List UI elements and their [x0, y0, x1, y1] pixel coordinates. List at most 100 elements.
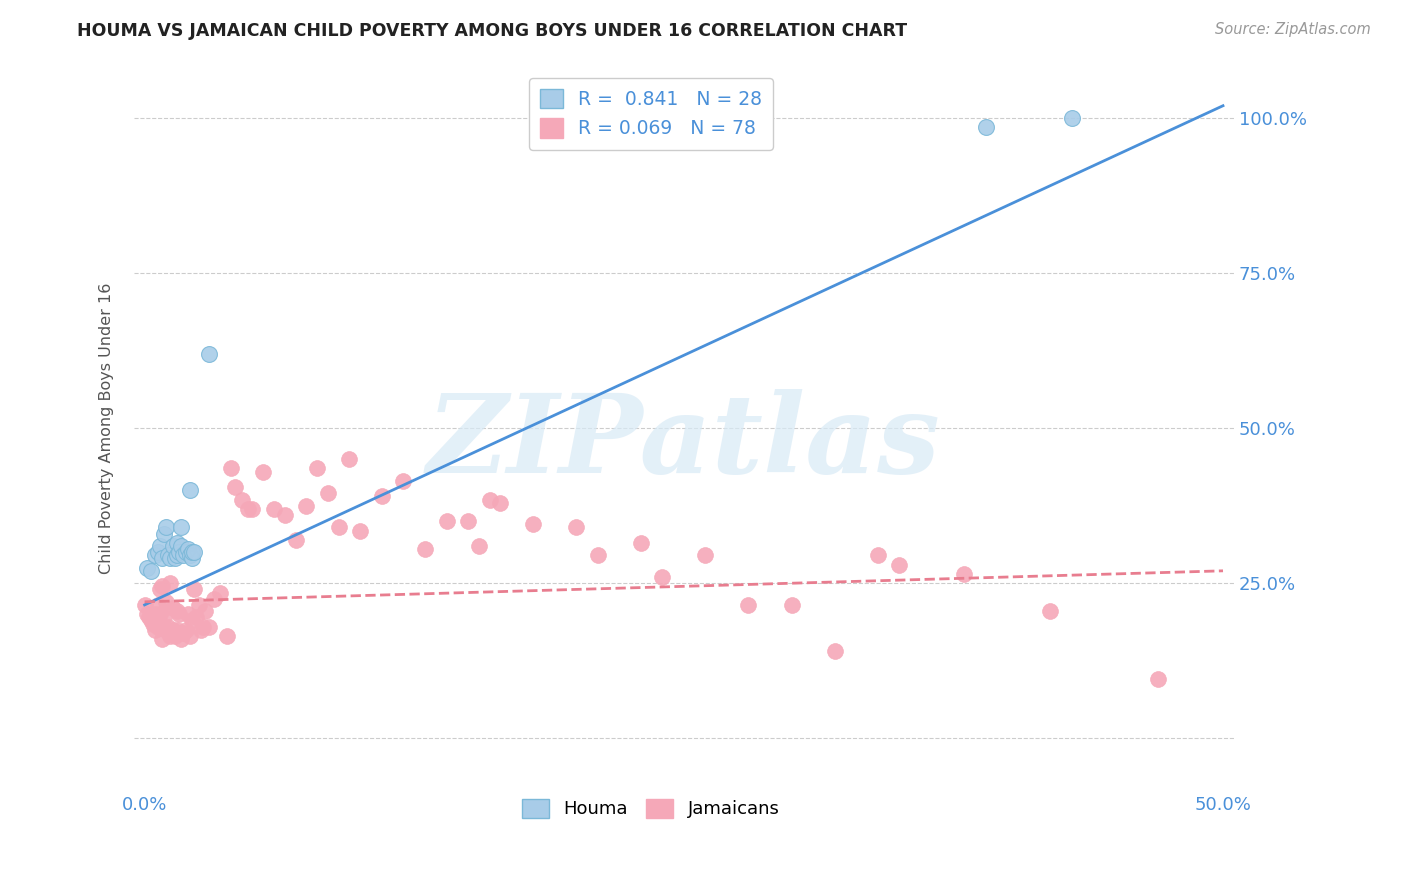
Point [174, 623, 197, 637]
Point [651, 570, 673, 584]
Point [159, 576, 181, 591]
Point [695, 549, 717, 563]
Point [146, 545, 169, 559]
Point [889, 558, 911, 572]
Point [371, 490, 394, 504]
Point [186, 610, 208, 624]
Point [163, 629, 186, 643]
Point [163, 551, 186, 566]
Point [242, 501, 264, 516]
Point [953, 566, 976, 581]
Point [166, 549, 188, 563]
Point [172, 625, 194, 640]
Point [150, 551, 173, 566]
Point [145, 623, 167, 637]
Point [155, 623, 177, 637]
Point [170, 539, 193, 553]
Point [145, 549, 167, 563]
Point [139, 614, 162, 628]
Point [1060, 111, 1083, 125]
Point [150, 579, 173, 593]
Point [177, 542, 200, 557]
Point [349, 524, 371, 538]
Point [489, 495, 512, 509]
Point [179, 483, 201, 498]
Point [824, 644, 846, 658]
Text: HOUMA VS JAMAICAN CHILD POVERTY AMONG BOYS UNDER 16 CORRELATION CHART: HOUMA VS JAMAICAN CHILD POVERTY AMONG BO… [77, 22, 907, 40]
Point [177, 607, 200, 622]
Point [1039, 604, 1062, 618]
Point [316, 486, 339, 500]
Point [198, 347, 221, 361]
Point [166, 536, 188, 550]
Point [190, 623, 212, 637]
Point [392, 474, 415, 488]
Point [183, 582, 205, 597]
Point [339, 452, 361, 467]
Point [522, 517, 544, 532]
Point [478, 492, 501, 507]
Point [236, 501, 259, 516]
Point [142, 616, 165, 631]
Point [191, 620, 214, 634]
Point [974, 120, 997, 135]
Point [179, 549, 201, 563]
Point [181, 545, 204, 559]
Point [145, 607, 167, 622]
Point [209, 585, 232, 599]
Legend: Houma, Jamaicans: Houma, Jamaicans [515, 792, 787, 826]
Point [284, 533, 307, 547]
Point [1147, 673, 1170, 687]
Point [328, 520, 350, 534]
Text: ZIPatlas: ZIPatlas [427, 389, 941, 496]
Point [181, 614, 204, 628]
Point [194, 604, 217, 618]
Point [436, 514, 458, 528]
Point [162, 623, 184, 637]
Point [263, 501, 285, 516]
Point [172, 549, 194, 563]
Point [146, 620, 169, 634]
Point [166, 623, 188, 637]
Point [146, 598, 169, 612]
Point [413, 542, 436, 557]
Point [155, 595, 177, 609]
Point [138, 610, 160, 624]
Point [155, 520, 177, 534]
Point [150, 632, 173, 646]
Text: Source: ZipAtlas.com: Source: ZipAtlas.com [1215, 22, 1371, 37]
Point [179, 629, 201, 643]
Point [252, 465, 274, 479]
Point [737, 598, 759, 612]
Point [630, 536, 652, 550]
Point [586, 549, 609, 563]
Point [162, 539, 184, 553]
Point [183, 545, 205, 559]
Point [159, 629, 181, 643]
Point [866, 549, 889, 563]
Point [139, 564, 162, 578]
Point [149, 607, 172, 622]
Point [565, 520, 588, 534]
Point [159, 551, 181, 566]
Point [307, 461, 329, 475]
Point [295, 499, 318, 513]
Point [468, 539, 491, 553]
Point [135, 607, 157, 622]
Point [157, 620, 180, 634]
Point [170, 520, 193, 534]
Point [187, 598, 209, 612]
Point [780, 598, 803, 612]
Point [135, 560, 157, 574]
Point [181, 551, 204, 566]
Point [198, 620, 221, 634]
Point [224, 480, 246, 494]
Point [202, 591, 225, 606]
Point [162, 601, 184, 615]
Point [134, 598, 156, 612]
Point [153, 610, 176, 624]
Point [157, 549, 180, 563]
Point [219, 461, 242, 475]
Point [215, 629, 238, 643]
Point [149, 582, 172, 597]
